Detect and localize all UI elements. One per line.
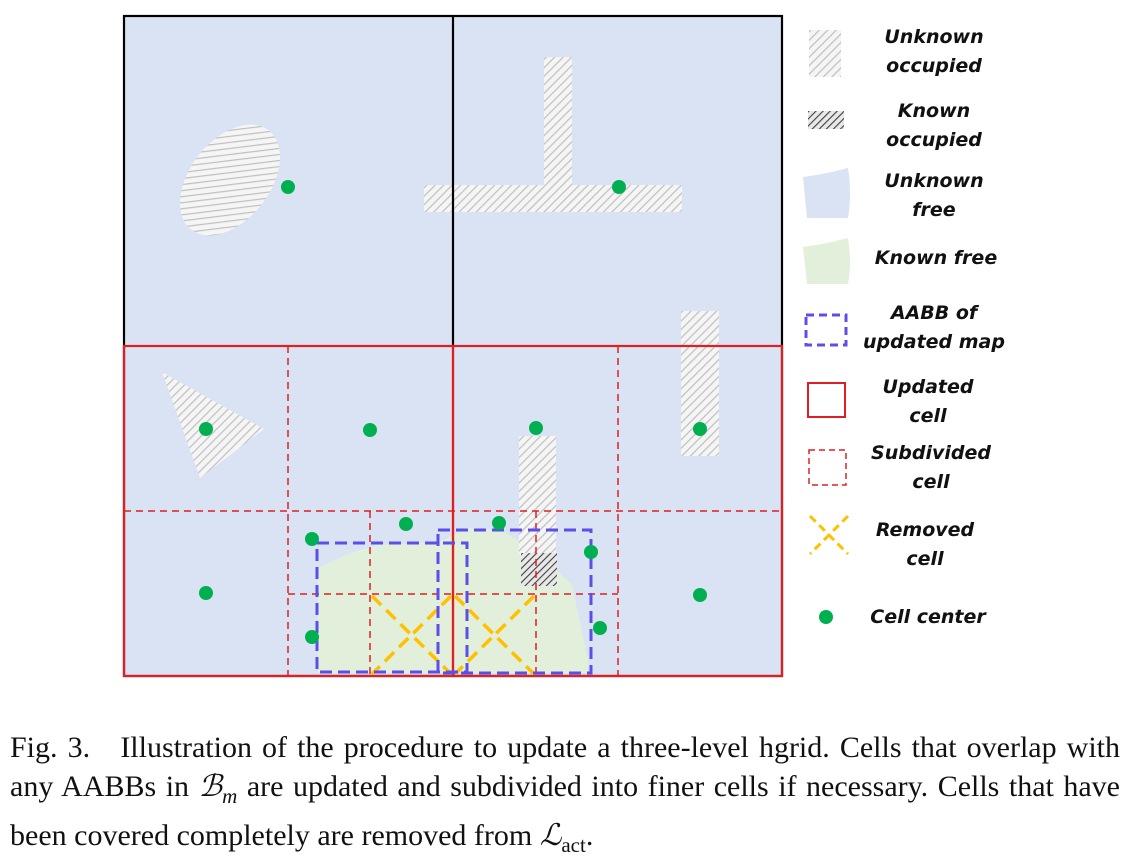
caption-fig-label: Fig. 3. <box>10 731 91 764</box>
figure-caption: Fig. 3. Illustration of the procedure to… <box>10 728 1120 865</box>
caption-symbol-l-sub: act <box>561 833 586 857</box>
caption-symbol-l: ℒ <box>539 819 562 852</box>
legend-label-cell-center: Cell center <box>870 606 987 628</box>
legend-swatch-known-free <box>803 238 850 284</box>
legend-label-unknown-occupied-2: occupied <box>886 55 982 77</box>
legend-label-subdivided-cell-1: Subdivided <box>871 442 991 464</box>
legend-label-unknown-free-1: Unknown <box>884 170 983 192</box>
aabb-boxes <box>315 528 593 675</box>
subdivided-cell-lines <box>124 346 782 676</box>
legend-label-known-occupied-2: occupied <box>886 129 982 151</box>
legend-label-known-free: Known free <box>875 247 998 269</box>
legend-label-aabb-1: AABB of <box>889 302 980 324</box>
cell-centers <box>199 180 707 644</box>
caption-text-b: are updated and subdivided into finer ce… <box>10 770 1120 852</box>
legend-swatch-aabb <box>804 313 848 347</box>
legend: Unknown occupied Known occupied Unknown … <box>803 26 1005 628</box>
legend-label-unknown-occupied-1: Unknown <box>884 26 983 48</box>
legend-label-updated-cell-1: Updated <box>882 376 973 398</box>
known-occupied-patch <box>521 553 557 586</box>
ellipse-obstacle <box>180 124 280 236</box>
legend-swatch-removed-cell <box>808 514 850 556</box>
legend-label-removed-cell-2: cell <box>906 548 944 570</box>
legend-label-updated-cell-2: cell <box>909 405 947 427</box>
legend-swatch-known-occupied <box>808 111 844 129</box>
middle-obstacle <box>519 436 556 554</box>
caption-text-c: . <box>585 819 594 852</box>
caption-text-a: Illustration of the procedure to update … <box>10 731 1120 803</box>
legend-label-unknown-free-2: free <box>912 199 956 221</box>
legend-swatch-unknown-free <box>803 168 850 218</box>
legend-label-aabb-2: updated map <box>863 331 1005 353</box>
triangle-obstacle <box>162 372 264 478</box>
map-area <box>122 14 784 678</box>
legend-label-removed-cell-1: Removed <box>876 519 975 541</box>
legend-label-subdivided-cell-2: cell <box>912 471 950 493</box>
caption-symbol-b-sub: m <box>222 784 238 808</box>
legend-label-known-occupied-1: Known <box>898 100 970 122</box>
legend-swatch-subdivided-cell <box>808 449 847 486</box>
legend-swatch-cell-center <box>819 610 833 624</box>
t-obstacle-horizontal <box>424 185 682 212</box>
t-obstacle-vertical <box>544 57 572 197</box>
legend-swatch-unknown-occupied <box>809 30 841 77</box>
caption-symbol-b: ℬ <box>198 770 223 803</box>
legend-swatch-updated-cell <box>807 382 846 418</box>
